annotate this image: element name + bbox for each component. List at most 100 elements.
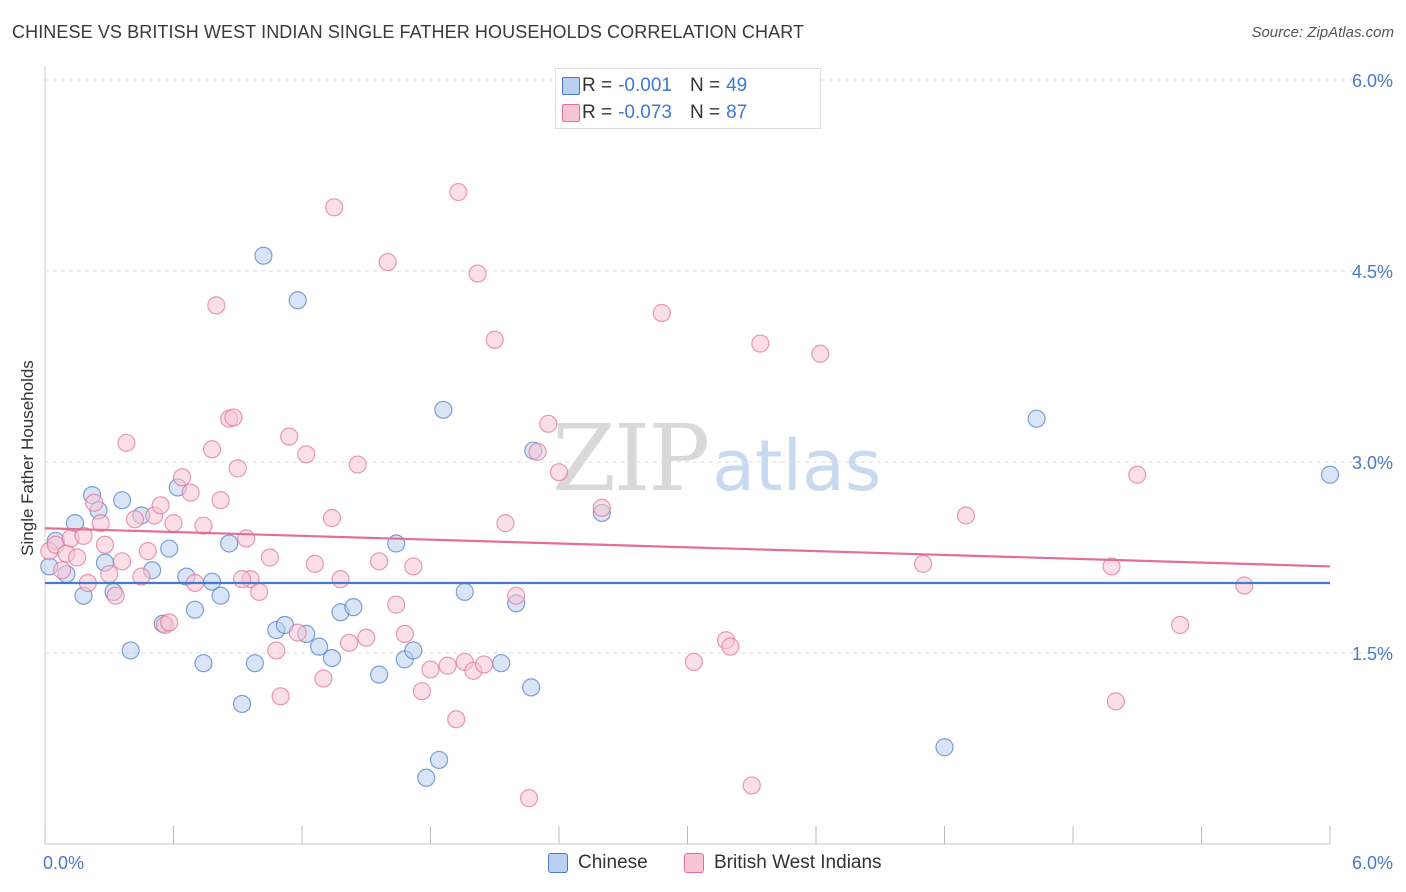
- british-west-indians-point: [106, 586, 125, 605]
- british-west-indians-point: [314, 669, 333, 688]
- axes: [44, 66, 1331, 845]
- chinese-point: [211, 586, 230, 605]
- y-tick-label: 6.0%: [1352, 71, 1393, 91]
- british-west-indians-point: [202, 440, 222, 459]
- r-label: R =: [582, 75, 613, 96]
- british-west-indians-point: [288, 623, 307, 642]
- chinese-point: [404, 641, 423, 660]
- british-west-indians-point: [956, 506, 976, 525]
- chinese-point: [245, 654, 264, 673]
- british-west-indians-point: [305, 554, 324, 573]
- british-west-indians-point: [387, 595, 406, 614]
- chart-title: CHINESE VS BRITISH WEST INDIAN SINGLE FA…: [12, 22, 805, 42]
- stats-row-british-west-indians: R = -0.073 N = 87: [562, 100, 748, 126]
- british-west-indians-point: [592, 498, 611, 517]
- british-west-indians-point: [684, 652, 704, 672]
- british-west-indians-point: [53, 561, 72, 580]
- british-west-indians-point: [438, 656, 457, 675]
- british-west-indians-point: [913, 554, 933, 573]
- r-value: -0.001: [618, 75, 672, 96]
- british-west-indians-point: [496, 514, 515, 533]
- chinese-point: [429, 750, 449, 770]
- british-west-indians-point: [91, 514, 110, 533]
- british-west-indians-point: [132, 567, 151, 586]
- british-west-indians-swatch: [562, 104, 580, 122]
- british-west-indians-point: [1102, 557, 1121, 576]
- british-west-indians-point: [95, 535, 115, 554]
- gridlines: [45, 79, 1392, 654]
- legend-item-chinese[interactable]: Chinese: [548, 852, 648, 874]
- y-tick-label: 3.0%: [1352, 453, 1393, 473]
- british-west-indians-point: [340, 633, 359, 652]
- data-points: [40, 182, 1340, 808]
- british-west-indians-point: [357, 628, 376, 647]
- series-legend: Chinese British West Indians: [0, 852, 1406, 878]
- british-west-indians-trend-line: [44, 527, 1331, 568]
- chinese-point: [220, 534, 239, 553]
- stats-legend: R = -0.001 N = 49 R = -0.073 N = 87: [555, 68, 821, 129]
- chinese-point: [288, 291, 307, 310]
- british-west-indians-point: [395, 624, 414, 644]
- british-west-indians-point: [370, 552, 389, 571]
- british-west-indians-point: [224, 408, 243, 427]
- british-west-indians-point: [172, 468, 192, 487]
- n-value: 87: [726, 102, 748, 123]
- british-west-indians-point: [519, 789, 539, 808]
- british-west-indians-point: [260, 548, 279, 567]
- british-west-indians-point: [164, 514, 183, 533]
- british-west-indians-point: [207, 296, 226, 315]
- british-west-indians-point: [348, 455, 367, 474]
- chinese-swatch: [562, 77, 580, 95]
- british-west-indians-point: [325, 198, 344, 217]
- chinese-point: [310, 637, 329, 656]
- stats-row-chinese: R = -0.001 N = 49: [562, 73, 748, 99]
- british-west-indians-point: [117, 433, 136, 452]
- trend-lines: [44, 527, 1331, 585]
- chinese-point: [522, 678, 541, 697]
- british-west-indians-point: [85, 493, 104, 512]
- chinese-point: [112, 491, 132, 510]
- chinese-point: [492, 654, 511, 673]
- british-west-indians-point: [138, 542, 157, 561]
- british-west-indians-point: [539, 414, 558, 433]
- chinese-point: [322, 648, 342, 668]
- british-west-indians-point: [507, 586, 526, 605]
- british-west-indians-point: [125, 510, 145, 529]
- chinese-point: [417, 768, 436, 787]
- british-west-indians-point: [751, 334, 770, 353]
- british-west-indians-point: [811, 344, 830, 363]
- chinese-point: [1320, 465, 1340, 484]
- british-west-indians-point: [271, 687, 290, 706]
- n-label: N =: [689, 102, 721, 123]
- chinese-point: [455, 582, 474, 601]
- chinese-point: [185, 600, 205, 619]
- n-value: 49: [726, 75, 748, 96]
- x-tick-label-max: 6.0%: [1352, 853, 1393, 873]
- british-west-indians-point: [1235, 576, 1254, 595]
- chinese-point: [232, 694, 252, 714]
- british-west-indians-point: [68, 548, 87, 567]
- british-west-indians-point: [232, 570, 252, 589]
- british-west-indians-point: [721, 637, 740, 656]
- british-west-indians-point: [194, 516, 213, 535]
- british-west-indians-point: [151, 496, 170, 515]
- british-west-indians-point: [528, 442, 547, 461]
- british-west-indians-point: [421, 660, 440, 679]
- british-west-indians-point: [1170, 615, 1190, 635]
- british-west-indians-point: [237, 529, 256, 548]
- british-west-indians-point: [100, 564, 119, 584]
- tick-labels: 1.5% 3.0% 4.5% 6.0% 0.0% 6.0%: [43, 71, 1393, 873]
- legend-item-british-west-indians[interactable]: British West Indians: [684, 852, 882, 874]
- british-west-indians-point: [181, 483, 200, 502]
- chinese-point: [434, 400, 453, 419]
- n-label: N =: [689, 75, 721, 96]
- british-west-indians-point: [74, 526, 93, 545]
- british-west-indians-point: [449, 182, 468, 202]
- british-west-indians-point: [412, 682, 432, 701]
- british-west-indians-point: [211, 491, 230, 510]
- british-west-indians-legend-swatch: [684, 853, 704, 873]
- british-west-indians-point: [250, 582, 269, 601]
- british-west-indians-point: [404, 557, 423, 576]
- british-west-indians-point: [228, 459, 247, 478]
